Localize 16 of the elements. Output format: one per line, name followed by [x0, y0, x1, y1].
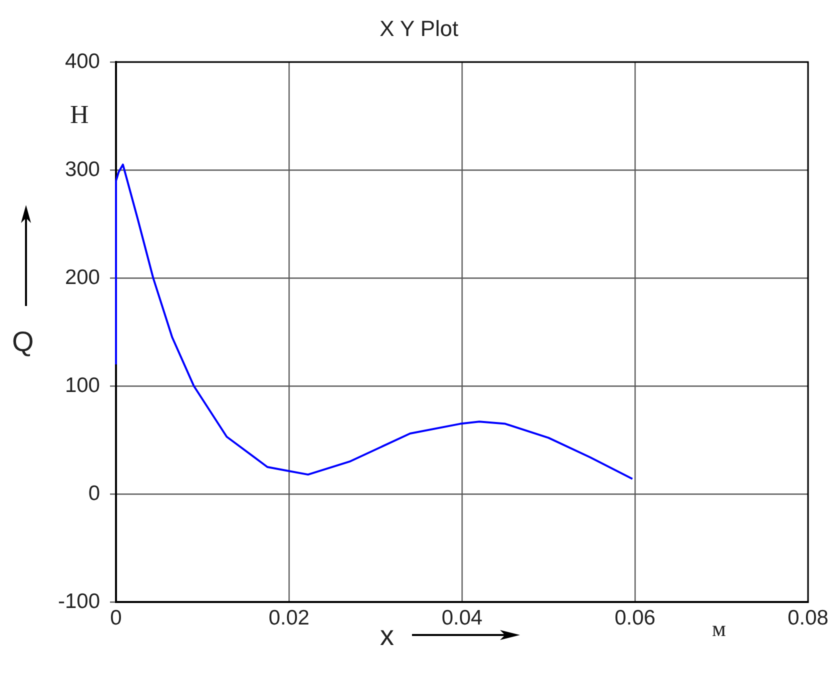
x-tick-label: 0.04 — [442, 606, 483, 630]
y-tick-label: 100 — [64, 374, 100, 397]
x-axis-title: x — [380, 620, 394, 652]
x-tick-label: 0.08 — [788, 606, 828, 630]
y-tick-label: 300 — [64, 158, 100, 181]
chart-title: X Y Plot — [378, 16, 460, 42]
y-axis-title: Q — [12, 326, 34, 358]
y-tick-label: 200 — [64, 266, 100, 289]
y-tick-label: -100 — [58, 590, 100, 613]
x-tick-label: 0 — [110, 606, 122, 630]
x-tick-label: 0.06 — [614, 606, 656, 630]
y-tick-label: 400 — [64, 50, 100, 73]
text: Н — [70, 100, 89, 130]
text: м — [712, 616, 726, 642]
x-tick-label: 0.02 — [268, 606, 310, 630]
y-tick-label: 0 — [88, 482, 100, 505]
